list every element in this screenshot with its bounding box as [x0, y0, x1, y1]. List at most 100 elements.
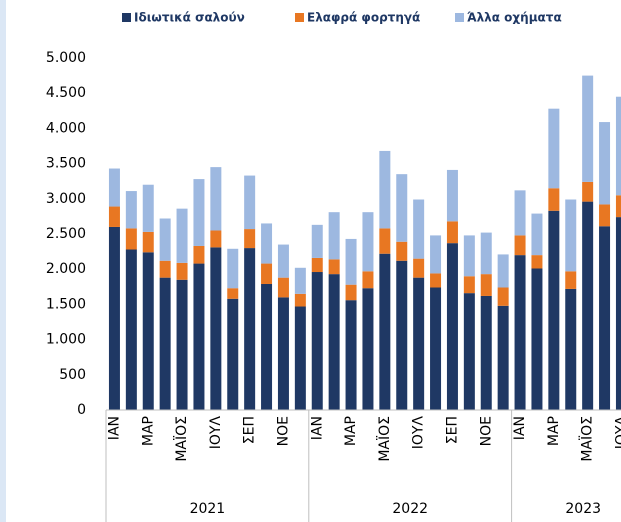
bar-segment — [565, 199, 577, 272]
bar-segment — [396, 260, 408, 410]
bar-segment — [582, 75, 594, 182]
bar-segment — [497, 254, 509, 288]
x-group-label: 2023 — [565, 501, 601, 517]
x-tick-label: ΣΕΠ — [444, 416, 460, 444]
bar-segment — [480, 274, 492, 296]
bar-segment — [599, 226, 611, 410]
x-tick-label: ΜΑΡ — [140, 416, 156, 446]
bar-segment — [108, 168, 120, 207]
bar-segment — [362, 288, 374, 410]
bar-segment — [396, 241, 408, 261]
y-tick-label: 500 — [59, 367, 86, 383]
bar-segment — [108, 226, 120, 410]
bar-segment — [294, 267, 306, 294]
bar-segment — [379, 253, 391, 410]
bar-segment — [345, 300, 357, 410]
bar-segment — [548, 188, 560, 211]
bar-segment — [615, 96, 621, 196]
bar-segment — [430, 287, 442, 410]
legend-label: Άλλα οχήματα — [467, 11, 562, 25]
bar-segment — [548, 108, 560, 189]
bar-segment — [294, 306, 306, 410]
y-tick-label: 5.000 — [46, 50, 86, 66]
bar-segment — [565, 288, 577, 410]
bar-segment — [497, 287, 509, 306]
bar-segment — [514, 190, 526, 236]
x-tick-label: ΣΕΠ — [242, 416, 258, 444]
x-tick-label: ΙΟΥΛ — [208, 416, 224, 450]
bar-segment — [446, 169, 458, 222]
bar-segment — [379, 150, 391, 229]
x-tick-label: ΝΟΕ — [275, 416, 291, 446]
legend-label: Ιδιωτικά σαλούν — [134, 11, 245, 25]
bar-segment — [277, 244, 289, 278]
x-tick-label: ΜΑΪΟΣ — [172, 416, 190, 462]
bar-segment — [159, 260, 171, 278]
bar-segment — [413, 199, 425, 259]
x-tick-label: ΙΑΝ — [309, 416, 325, 440]
legend-label: Ελαφρά φορτηγά — [307, 11, 420, 25]
bar-segment — [514, 255, 526, 410]
bar-segment — [531, 213, 543, 256]
legend-swatch — [455, 13, 464, 22]
bar-segment — [396, 174, 408, 242]
x-tick-label: ΜΑΪΟΣ — [578, 416, 596, 462]
bar-segment — [294, 293, 306, 307]
bar-segment — [615, 217, 621, 410]
bar-segment — [244, 248, 256, 410]
bar-segment — [463, 293, 475, 410]
bar-segment — [446, 221, 458, 244]
x-tick-label: ΝΟΕ — [478, 416, 494, 446]
bar-segment — [125, 228, 137, 250]
bar-segment — [277, 277, 289, 298]
legend-swatch — [122, 13, 131, 22]
x-tick-label: ΙΑΝ — [512, 416, 528, 440]
bar-segment — [210, 167, 222, 231]
x-tick-label: ΜΑΡ — [546, 416, 562, 446]
bar-segment — [125, 191, 137, 229]
bar-segment — [108, 206, 120, 227]
bar-segment — [176, 262, 188, 280]
bar-segment — [261, 283, 273, 410]
bar-segment — [514, 235, 526, 256]
y-tick-label: 1.000 — [46, 332, 86, 348]
bar-segment — [244, 175, 256, 230]
bar-segment — [413, 277, 425, 410]
bar-segment — [599, 122, 611, 205]
bar-segment — [328, 274, 340, 410]
bar-segment — [599, 204, 611, 227]
bar-segment — [480, 295, 492, 410]
y-tick-label: 1.500 — [46, 296, 86, 312]
bar-segment — [463, 276, 475, 294]
bar-segment — [413, 258, 425, 278]
bar-segment — [193, 263, 205, 410]
legend-swatch — [295, 13, 304, 22]
bar-segment — [328, 259, 340, 275]
bar-segment — [227, 288, 239, 299]
x-tick-label: ΜΑΪΟΣ — [375, 416, 393, 462]
bar-segment — [430, 273, 442, 288]
bar-segment — [582, 201, 594, 410]
x-tick-label: ΙΑΝ — [106, 416, 122, 440]
bar-segment — [311, 257, 323, 273]
bar-segment — [531, 268, 543, 410]
bar-segment — [227, 298, 239, 410]
bar-segment — [565, 271, 577, 289]
bar-segment — [328, 212, 340, 260]
y-tick-label: 4.500 — [46, 85, 86, 101]
bar-segment — [615, 195, 621, 218]
bar-segment — [244, 229, 256, 249]
bar-segment — [548, 210, 560, 410]
bar-segment — [582, 181, 594, 202]
bar-segment — [345, 238, 357, 285]
bar-segment — [159, 218, 171, 261]
bar-segment — [345, 284, 357, 301]
bar-segment — [142, 184, 154, 232]
bar-segment — [261, 223, 273, 264]
bar-segment — [142, 231, 154, 253]
bar-segment — [379, 228, 391, 254]
bar-segment — [142, 252, 154, 410]
bar-segment — [277, 297, 289, 410]
x-group-label: 2021 — [190, 501, 226, 517]
